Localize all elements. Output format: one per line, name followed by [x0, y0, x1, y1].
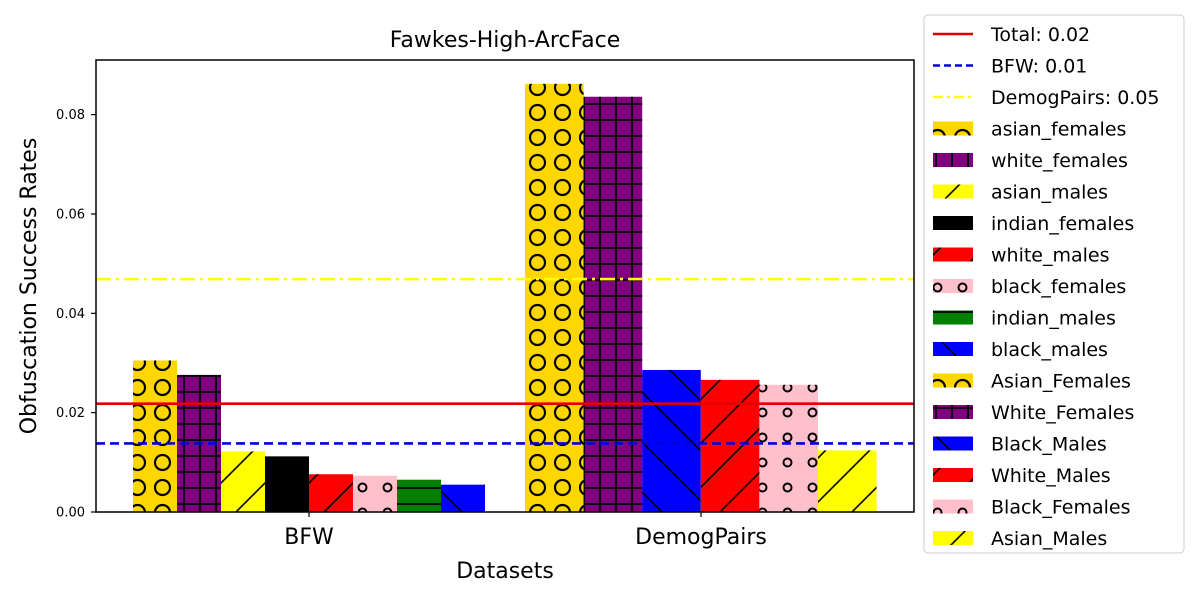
legend-label: White_Males	[991, 465, 1111, 487]
y-tick-label: 0.00	[56, 506, 85, 521]
legend-entry: asian_males	[933, 182, 1108, 204]
legend-swatch	[933, 310, 973, 325]
bars-layer	[133, 83, 877, 512]
axes-layer: 0.00 0.02 0.04 0.06 0.08 BFW DemogPairs	[56, 108, 767, 550]
legend-swatch	[933, 184, 973, 199]
bar-Asian_Females	[525, 83, 584, 512]
legend-label: white_males	[991, 245, 1110, 267]
legend-entry: white_females	[933, 150, 1128, 172]
bar-Black_Males	[642, 369, 701, 512]
legend-swatch	[933, 373, 973, 388]
legend-swatch	[933, 531, 973, 545]
legend-entry: White_Males	[933, 465, 1111, 487]
legend-label: white_females	[991, 150, 1128, 172]
bar-indian_females	[265, 456, 309, 512]
legend-entry: DemogPairs: 0.05	[933, 87, 1160, 109]
legend-swatch	[933, 279, 973, 293]
reference-lines-layer	[96, 277, 914, 445]
y-tick-label: 0.02	[56, 406, 85, 421]
bar-White_Males	[700, 379, 760, 512]
legend-swatch	[933, 468, 973, 482]
y-axis-label: Obfuscation Success Rates	[17, 138, 42, 435]
x-tick-label: BFW	[284, 525, 334, 550]
legend-label: asian_males	[991, 182, 1108, 204]
bar-indian_males	[397, 479, 441, 512]
legend-swatch	[933, 499, 973, 514]
legend-entry: black_males	[933, 339, 1108, 361]
legend-frame	[923, 14, 1185, 554]
legend-swatch	[933, 153, 973, 167]
legend-swatch	[933, 342, 973, 356]
legend-label: Black_Females	[991, 497, 1131, 519]
legend-entry: White_Females	[933, 402, 1134, 424]
bar-asian_females	[133, 360, 177, 512]
legend-label: DemogPairs: 0.05	[991, 87, 1160, 109]
y-tick-label: 0.06	[56, 207, 85, 222]
bar-white_males	[309, 474, 353, 512]
legend-entry: Asian_Females	[933, 371, 1131, 393]
bar-black_males	[441, 484, 485, 512]
y-tick-label: 0.04	[56, 307, 85, 322]
chart-title: Fawkes-High-ArcFace	[390, 28, 620, 53]
legend-entry: Asian_Males	[933, 528, 1107, 550]
legend-swatch	[933, 216, 973, 230]
legend-entry: Black_Females	[933, 497, 1131, 519]
legend-entry: white_males	[933, 245, 1110, 267]
legend-entry: black_females	[933, 276, 1126, 298]
x-tick-label: DemogPairs	[635, 525, 767, 550]
bar-White_Females	[583, 96, 643, 512]
bar-Asian_Males	[818, 450, 877, 512]
bar-asian_males	[221, 451, 265, 512]
legend-entry: indian_males	[933, 308, 1116, 330]
legend-entry: asian_females	[933, 119, 1126, 141]
legend-label: Asian_Females	[991, 371, 1131, 393]
bar-black_females	[353, 475, 397, 512]
legend-label: BFW: 0.01	[991, 56, 1087, 78]
legend-entry: BFW: 0.01	[933, 56, 1087, 78]
legend: Total: 0.02 BFW: 0.01 DemogPairs: 0.05 asia…	[923, 14, 1185, 554]
y-tick-label: 0.08	[56, 108, 85, 123]
legend-label: Asian_Males	[991, 528, 1107, 550]
legend-label: black_females	[991, 276, 1126, 298]
legend-label: indian_females	[991, 213, 1134, 235]
x-axis-label: Datasets	[456, 559, 554, 584]
legend-label: asian_females	[991, 119, 1126, 141]
legend-entry: indian_females	[933, 213, 1134, 235]
legend-label: White_Females	[991, 402, 1134, 424]
legend-label: Total: 0.02	[990, 24, 1090, 46]
legend-label: black_males	[991, 339, 1108, 361]
legend-swatch	[933, 405, 973, 419]
legend-entry: Total: 0.02	[933, 24, 1090, 46]
legend-swatch	[933, 247, 973, 262]
legend-label: Black_Males	[991, 434, 1107, 456]
bar-Black_Females	[759, 384, 818, 512]
legend-swatch	[933, 121, 973, 136]
legend-label: indian_males	[991, 308, 1116, 330]
plot-frame	[95, 59, 915, 513]
legend-swatch	[933, 436, 973, 451]
legend-entry: Black_Males	[933, 434, 1107, 456]
